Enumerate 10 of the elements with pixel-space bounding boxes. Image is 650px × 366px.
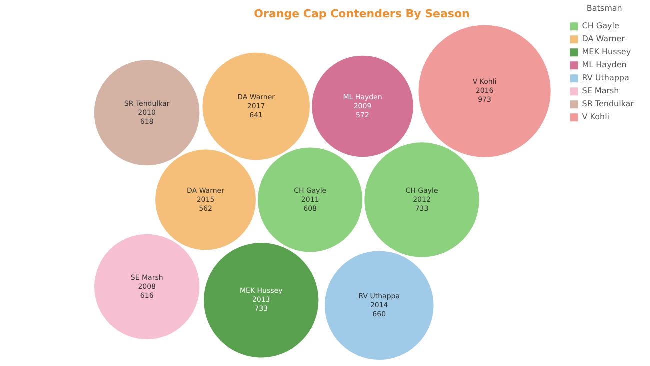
legend-label: ML Hayden <box>582 60 627 70</box>
legend-label: MEK Hussey <box>582 48 632 57</box>
legend-title: Batsman <box>586 4 622 14</box>
legend-label: V Kohli <box>582 112 610 122</box>
text: Orange Cap Contenders By Season <box>254 7 470 20</box>
legend-label: CH Gayle <box>582 22 620 31</box>
legend-label: SR Tendulkar <box>582 100 635 109</box>
legend-label: RV Uthappa <box>582 74 630 83</box>
legend-label: SE Marsh <box>582 86 620 96</box>
legend-label: DA Warner <box>582 34 626 44</box>
